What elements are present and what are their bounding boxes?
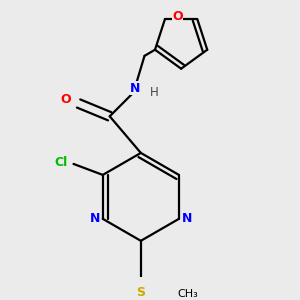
Text: S: S — [136, 286, 145, 298]
Text: H: H — [150, 86, 159, 99]
Text: O: O — [61, 93, 71, 106]
Text: N: N — [130, 82, 140, 94]
Text: O: O — [172, 10, 183, 22]
Text: N: N — [89, 212, 100, 225]
Text: CH₃: CH₃ — [178, 289, 198, 299]
Text: Cl: Cl — [55, 156, 68, 169]
Text: N: N — [182, 212, 192, 225]
